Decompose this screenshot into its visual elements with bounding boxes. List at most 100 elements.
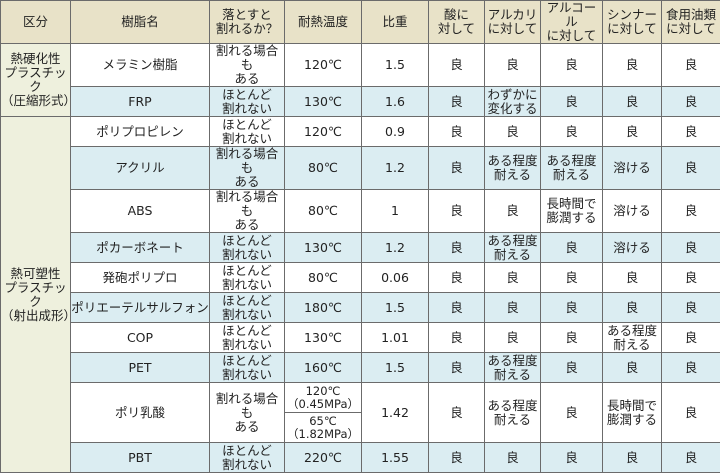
header-alcohol: アルコール に対して xyxy=(541,1,603,44)
cell-gravity: 1 xyxy=(362,190,429,233)
cell-heat: 120℃ xyxy=(285,44,362,87)
cell-name: 発砲ポリプロ xyxy=(71,263,210,293)
cell-acid: 良 xyxy=(429,117,485,147)
cell-name: ポリ乳酸 xyxy=(71,383,210,443)
cell-name: PET xyxy=(71,353,210,383)
cell-oil: 良 xyxy=(662,44,720,87)
cell-thinner: 溶ける xyxy=(603,233,662,263)
header-alkali: アルカリ に対して xyxy=(485,1,541,44)
cell-heat: 120℃ （0.45MPa） xyxy=(285,383,362,413)
cell-name: アクリル xyxy=(71,147,210,190)
cell-heat: 80℃ xyxy=(285,147,362,190)
cell-heat: 130℃ xyxy=(285,87,362,117)
cell-drop: ほとんど 割れない xyxy=(210,233,285,263)
cell-oil: 良 xyxy=(662,190,720,233)
cell-drop: ほとんど 割れない xyxy=(210,87,285,117)
category-cell: 熱可塑性 プラスチック （射出成形） xyxy=(1,117,71,473)
cell-alkali: わずかに 変化する xyxy=(485,87,541,117)
cell-alcohol: 良 xyxy=(541,263,603,293)
cell-gravity: 0.9 xyxy=(362,117,429,147)
cell-drop: ほとんど 割れない xyxy=(210,263,285,293)
cell-name: ABS xyxy=(71,190,210,233)
cell-oil: 良 xyxy=(662,147,720,190)
cell-oil: 良 xyxy=(662,443,720,473)
cell-acid: 良 xyxy=(429,44,485,87)
cell-acid: 良 xyxy=(429,190,485,233)
cell-drop: 割れる場合も ある xyxy=(210,44,285,87)
header-category: 区分 xyxy=(1,1,71,44)
cell-oil: 良 xyxy=(662,233,720,263)
cell-acid: 良 xyxy=(429,353,485,383)
header-drop-break: 落とすと 割れるか？ xyxy=(210,1,285,44)
cell-alcohol: 良 xyxy=(541,44,603,87)
cell-gravity: 1.2 xyxy=(362,233,429,263)
cell-name: FRP xyxy=(71,87,210,117)
cell-acid: 良 xyxy=(429,87,485,117)
cell-heat: 160℃ xyxy=(285,353,362,383)
cell-gravity: 1.5 xyxy=(362,353,429,383)
cell-thinner: 溶ける xyxy=(603,147,662,190)
cell-thinner: ある程度 耐える xyxy=(603,323,662,353)
cell-gravity: 1.42 xyxy=(362,383,429,443)
cell-name: ポカーボネート xyxy=(71,233,210,263)
cell-drop: 割れる場合も ある xyxy=(210,190,285,233)
cell-drop: 割れる場合も ある xyxy=(210,383,285,443)
header-heat-resistance: 耐熱温度 xyxy=(285,1,362,44)
cell-oil: 良 xyxy=(662,117,720,147)
cell-alcohol: 良 xyxy=(541,293,603,323)
cell-gravity: 0.06 xyxy=(362,263,429,293)
cell-drop: ほとんど 割れない xyxy=(210,293,285,323)
cell-gravity: 1.55 xyxy=(362,443,429,473)
cell-thinner: 良 xyxy=(603,263,662,293)
cell-thinner: 良 xyxy=(603,443,662,473)
cell-gravity: 1.5 xyxy=(362,44,429,87)
cell-gravity: 1.01 xyxy=(362,323,429,353)
cell-name: ポリエーテルサルフォン xyxy=(71,293,210,323)
header-edible-oil: 食用油類 に対して xyxy=(662,1,720,44)
cell-acid: 良 xyxy=(429,383,485,443)
cell-acid: 良 xyxy=(429,233,485,263)
cell-alcohol: 良 xyxy=(541,87,603,117)
cell-thinner: 溶ける xyxy=(603,190,662,233)
cell-alcohol: ある程度 耐える xyxy=(541,147,603,190)
cell-alkali: 良 xyxy=(485,190,541,233)
cell-drop: ほとんど 割れない xyxy=(210,117,285,147)
header-row: 区分樹脂名落とすと 割れるか？耐熱温度比重酸に 対してアルカリ に対してアルコー… xyxy=(1,1,720,44)
header-specific-gravity: 比重 xyxy=(362,1,429,44)
cell-acid: 良 xyxy=(429,293,485,323)
cell-alkali: 良 xyxy=(485,117,541,147)
cell-heat: 220℃ xyxy=(285,443,362,473)
cell-oil: 良 xyxy=(662,87,720,117)
cell-thinner: 長時間で 膨潤する xyxy=(603,383,662,443)
cell-alcohol: 良 xyxy=(541,353,603,383)
cell-oil: 良 xyxy=(662,353,720,383)
cell-acid: 良 xyxy=(429,263,485,293)
cell-heat: 130℃ xyxy=(285,233,362,263)
cell-alkali: ある程度 耐える xyxy=(485,233,541,263)
cell-drop: ほとんど 割れない xyxy=(210,323,285,353)
cell-name: COP xyxy=(71,323,210,353)
cell-name: PBT xyxy=(71,443,210,473)
cell-alkali: 良 xyxy=(485,293,541,323)
cell-drop: ほとんど 割れない xyxy=(210,443,285,473)
cell-alcohol: 良 xyxy=(541,443,603,473)
cell-acid: 良 xyxy=(429,323,485,353)
header-thinner: シンナー に対して xyxy=(603,1,662,44)
cell-acid: 良 xyxy=(429,147,485,190)
header-acid: 酸に 対して xyxy=(429,1,485,44)
cell-alcohol: 長時間で 膨潤する xyxy=(541,190,603,233)
cell-alcohol: 良 xyxy=(541,233,603,263)
cell-heat: 120℃ xyxy=(285,117,362,147)
cell-alkali: 良 xyxy=(485,44,541,87)
cell-oil: 良 xyxy=(662,323,720,353)
cell-drop: ほとんど 割れない xyxy=(210,353,285,383)
cell-alkali: 良 xyxy=(485,323,541,353)
cell-gravity: 1.6 xyxy=(362,87,429,117)
